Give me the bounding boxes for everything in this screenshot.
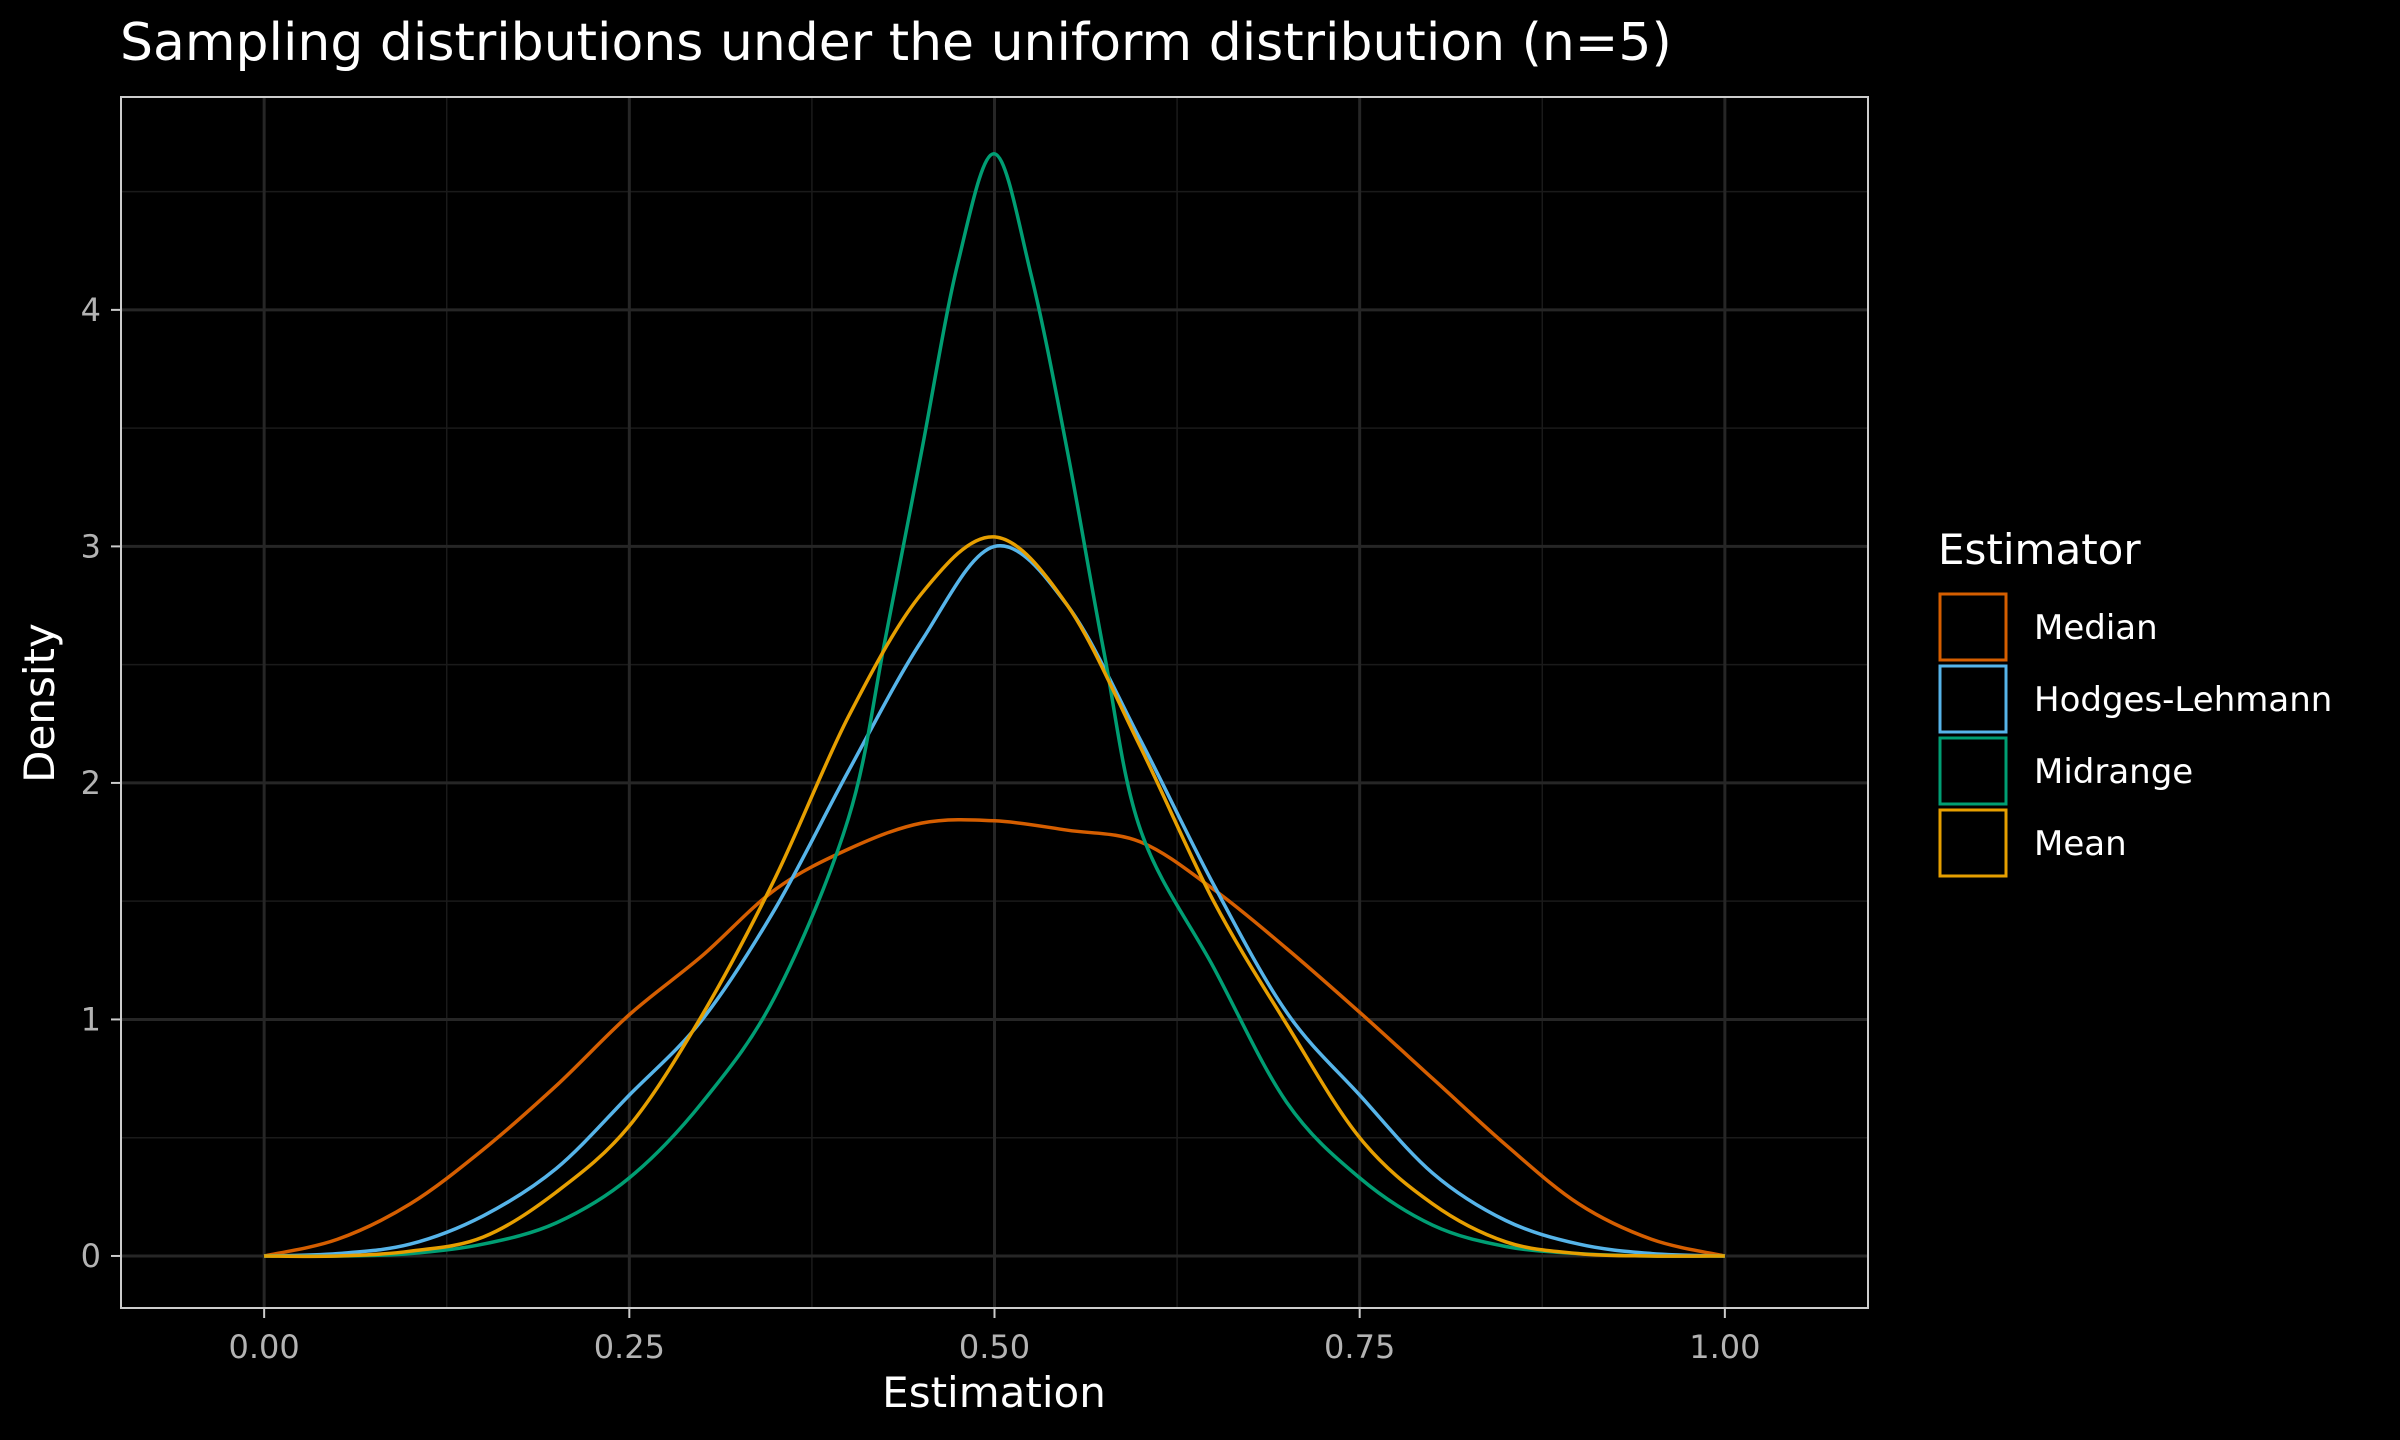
series-line-median [263, 817, 1726, 1258]
y-axis-title: Density [15, 623, 64, 783]
legend-label-midrange: Midrange [2034, 752, 2193, 792]
y-tick-label: 4 [81, 291, 101, 329]
series-line-mean [264, 535, 1725, 1259]
x-axis-title: Estimation [882, 1368, 1106, 1417]
x-axis-ticks: 0.00 0.25 0.50 0.75 1.00 [229, 1308, 1760, 1366]
series-line-midrange [264, 152, 1725, 1258]
legend-title: Estimator [1938, 525, 2141, 574]
legend-label-hodges-lehmann: Hodges-Lehmann [2034, 680, 2332, 720]
series-lines [263, 152, 1726, 1259]
legend-items: Median Hodges-Lehmann Midrange Mean [1938, 592, 2332, 878]
legend-label-mean: Mean [2034, 824, 2127, 864]
legend-key-median [1938, 592, 2008, 662]
legend-label-median: Median [2034, 608, 2158, 648]
x-tick-label: 0.25 [594, 1328, 665, 1366]
chart-title: Sampling distributions under the uniform… [120, 13, 1672, 73]
y-tick-label: 2 [81, 764, 101, 802]
series-line-hodges-lehmann [264, 543, 1725, 1258]
legend: Estimator MedianHodges-LehmannMidrangeMe… [1938, 525, 2332, 878]
x-tick-label: 0.50 [959, 1328, 1030, 1366]
y-tick-label: 3 [81, 527, 101, 565]
x-tick-label: 1.00 [1689, 1328, 1760, 1366]
y-tick-label: 1 [81, 1000, 101, 1038]
legend-key-midrange [1938, 736, 2008, 806]
y-tick-label: 0 [81, 1237, 101, 1275]
legend-key-hodges-lehmann [1938, 664, 2008, 734]
legend-key-mean [1938, 808, 2008, 878]
x-tick-label: 0.00 [229, 1328, 300, 1366]
y-axis-ticks: 0 1 2 3 4 [81, 291, 121, 1275]
x-tick-label: 0.75 [1324, 1328, 1395, 1366]
